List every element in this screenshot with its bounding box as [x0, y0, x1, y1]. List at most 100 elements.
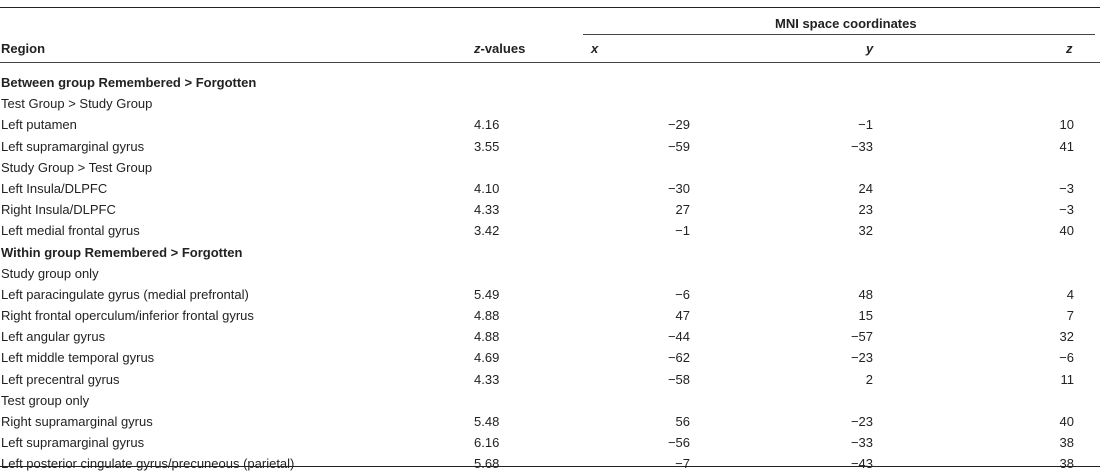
- region-cell: Right Insula/DLPFC: [1, 202, 116, 218]
- z-values-header-italic: z: [474, 41, 481, 56]
- region-cell: Left precentral gyrus: [1, 371, 120, 387]
- table-row: Left angular gyrus 4.88 −44 −57 32: [0, 327, 1100, 348]
- table-row: Left putamen 4.16 −29 −1 10: [0, 115, 1100, 136]
- region-cell: Left medial frontal gyrus: [1, 223, 140, 239]
- z-value-cell: 3.55: [474, 138, 500, 154]
- x-coordinate-cell: 56: [675, 414, 690, 429]
- z-values-header: z-values: [474, 41, 525, 57]
- x-coordinate-cell: −1: [675, 223, 690, 239]
- subgroup-row: Test group only: [0, 391, 1100, 412]
- section-label: Between group Remembered > Forgotten: [1, 75, 257, 90]
- y-coordinate-cell: 2: [865, 371, 873, 387]
- y-coordinate-cell: −43: [850, 456, 873, 472]
- y-coordinate-cell: −23: [850, 350, 873, 366]
- z-value-cell: 4.88: [474, 329, 500, 345]
- z-value-cell: 4.16: [474, 117, 500, 133]
- z-coordinate-cell: −6: [1059, 350, 1074, 366]
- table-row: Left medial frontal gyrus 3.42 −1 32 40: [0, 221, 1100, 242]
- z-value-cell: 4.69: [474, 350, 500, 366]
- table-row: Right frontal operculum/inferior frontal…: [0, 306, 1100, 327]
- z-coordinate-cell: 11: [1060, 371, 1075, 387]
- subgroup-label: Study group only: [1, 265, 99, 281]
- table-top-rule: [0, 7, 1100, 8]
- z-coordinate-cell: 4: [1066, 286, 1074, 302]
- region-cell: Right frontal operculum/inferior frontal…: [1, 308, 254, 324]
- x-coordinate-cell: −62: [667, 350, 690, 366]
- table-row: Left supramarginal gyrus 3.55 −59 −33 41: [0, 137, 1100, 158]
- y-coordinate-cell: 15: [858, 308, 873, 324]
- x-coordinate-cell: −6: [675, 286, 690, 302]
- y-coordinate-cell: 48: [858, 286, 873, 302]
- z-values-header-rest: -values: [480, 41, 526, 56]
- x-coordinate-cell: −56: [667, 435, 690, 451]
- z-value-cell: 4.33: [474, 371, 500, 387]
- table-body: Between group Remembered > Forgotten Test…: [0, 73, 1100, 476]
- x-coordinate-cell: −7: [675, 456, 690, 472]
- z-coordinate-cell: 40: [1059, 223, 1074, 239]
- z-coordinate-cell: 10: [1059, 117, 1074, 133]
- region-cell: Left paracingulate gyrus (medial prefron…: [1, 286, 249, 302]
- y-coordinate-cell: −23: [850, 414, 873, 429]
- table-row: Left supramarginal gyrus 6.16 −56 −33 38: [0, 433, 1100, 454]
- y-coordinate-cell: 24: [858, 180, 873, 196]
- z-coordinate-cell: −3: [1059, 180, 1074, 196]
- z-coordinate-cell: 38: [1059, 435, 1074, 451]
- table-bottom-rule: [0, 466, 1100, 467]
- subgroup-label: Test group only: [1, 392, 90, 408]
- z-header: z: [1066, 41, 1073, 56]
- z-value-cell: 3.42: [474, 223, 500, 239]
- table-row: Left middle temporal gyrus 4.69 −62 −23 −6: [0, 348, 1100, 369]
- x-coordinate-cell: −44: [667, 329, 690, 345]
- z-coordinate-cell: 41: [1059, 138, 1074, 154]
- table-row: Right supramarginal gyrus 5.48 56 −23 40: [0, 412, 1100, 433]
- x-coordinate-cell: 47: [675, 308, 690, 324]
- subgroup-label: Study Group > Test Group: [1, 159, 153, 175]
- z-value-cell: 5.68: [474, 456, 500, 472]
- z-value-cell: 4.33: [474, 202, 500, 218]
- x-coordinate-cell: −59: [667, 138, 690, 154]
- region-cell: Left supramarginal gyrus: [1, 435, 145, 451]
- region-cell: Left angular gyrus: [1, 329, 106, 345]
- table-row: Left precentral gyrus 4.33 −58 2 11: [0, 370, 1100, 391]
- subgroup-row: Study group only: [0, 264, 1100, 285]
- y-coordinate-cell: −1: [858, 117, 873, 133]
- mni-group-header: MNI space coordinates: [775, 16, 917, 31]
- region-cell: Right supramarginal gyrus: [1, 414, 153, 429]
- region-cell: Left middle temporal gyrus: [1, 350, 155, 366]
- table-row: Right Insula/DLPFC 4.33 27 23 −3: [0, 200, 1100, 221]
- y-coordinate-cell: −57: [850, 329, 873, 345]
- section-label: Within group Remembered > Forgotten: [1, 244, 243, 260]
- subgroup-row: Test Group > Study Group: [0, 94, 1100, 115]
- region-cell: Left posterior cingulate gyrus/precuneou…: [1, 456, 295, 472]
- x-coordinate-cell: 27: [675, 202, 690, 218]
- header-bottom-rule: [0, 62, 1100, 63]
- section-row: Within group Remembered > Forgotten: [0, 243, 1100, 264]
- table-row: Left posterior cingulate gyrus/precuneou…: [0, 454, 1100, 475]
- subgroup-label: Test Group > Study Group: [1, 96, 153, 112]
- z-coordinate-cell: 38: [1059, 456, 1074, 472]
- z-value-cell: 6.16: [474, 435, 500, 451]
- z-coordinate-cell: −3: [1059, 202, 1074, 218]
- subgroup-row: Study Group > Test Group: [0, 158, 1100, 179]
- z-coordinate-cell: 32: [1059, 329, 1074, 345]
- table-row: Left Insula/DLPFC 4.10 −30 24 −3: [0, 179, 1100, 200]
- z-value-cell: 5.48: [474, 414, 500, 429]
- x-header: x: [591, 41, 599, 56]
- x-coordinate-cell: −29: [667, 117, 690, 133]
- z-value-cell: 4.88: [474, 308, 500, 324]
- region-cell: Left Insula/DLPFC: [1, 180, 108, 196]
- region-cell: Left putamen: [1, 117, 77, 133]
- y-coordinate-cell: 32: [858, 223, 873, 239]
- z-value-cell: 5.49: [474, 286, 500, 302]
- x-coordinate-cell: −30: [667, 180, 690, 196]
- y-coordinate-cell: −33: [850, 138, 873, 154]
- region-cell: Left supramarginal gyrus: [1, 138, 145, 154]
- z-coordinate-cell: 7: [1066, 308, 1074, 324]
- z-coordinate-cell: 40: [1059, 414, 1074, 429]
- table-row: Left paracingulate gyrus (medial prefron…: [0, 285, 1100, 306]
- y-header: y: [866, 41, 874, 56]
- y-coordinate-cell: 23: [858, 202, 873, 218]
- section-row: Between group Remembered > Forgotten: [0, 73, 1100, 94]
- y-coordinate-cell: −33: [850, 435, 873, 451]
